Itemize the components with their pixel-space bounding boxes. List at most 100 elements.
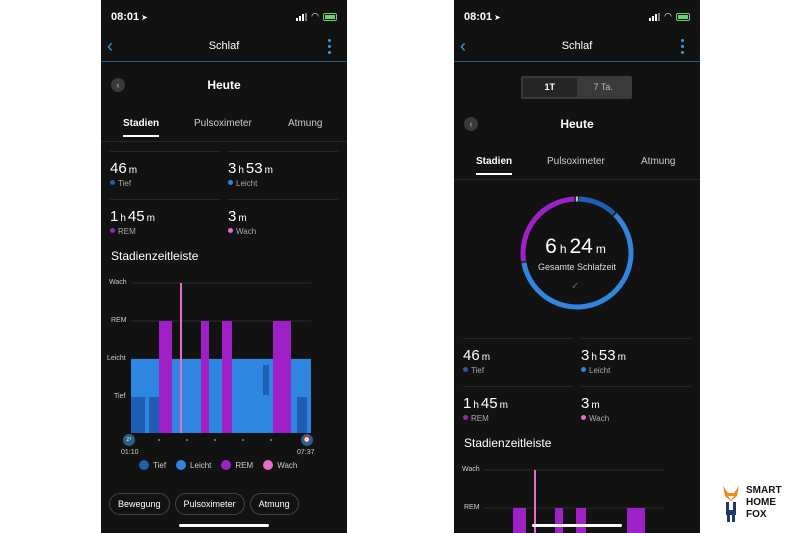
tab-pulsoximeter[interactable]: Pulsoximeter <box>194 118 252 129</box>
legend-tief: Tief <box>139 460 166 470</box>
timeline-legend: Tief Leicht REM Wach <box>139 460 297 470</box>
tief-dot <box>463 367 468 372</box>
atmung-button[interactable]: Atmung <box>249 493 299 515</box>
battery-icon <box>323 12 337 21</box>
signal-icon <box>296 12 308 21</box>
tief-dot <box>110 180 115 185</box>
tab-stadien[interactable]: Stadien <box>123 118 160 137</box>
fox-icon <box>723 486 739 522</box>
rem-segment <box>627 508 645 533</box>
tab-stadien[interactable]: Stadien <box>476 156 513 175</box>
day-title: Heute <box>560 117 594 131</box>
rem-segment <box>222 321 232 433</box>
range-option-1t[interactable]: 1T <box>523 78 577 97</box>
wifi-icon: ◠ <box>664 11 672 21</box>
legend-leicht: Leicht <box>176 460 211 470</box>
smarthomefox-logo: SMART HOME FOX <box>720 484 796 524</box>
stat-rem: 1 h 45 m REM <box>110 199 220 243</box>
status-time: 08:01 ➤ <box>464 11 501 23</box>
sleep-start-icon: zᶻ <box>123 434 135 446</box>
previous-day-button[interactable]: ‹ <box>111 78 125 92</box>
level-label-leicht: Leicht <box>107 355 126 362</box>
status-bar: 08:01 ➤ ◠ <box>454 0 700 34</box>
nav-title: Schlaf <box>208 40 240 52</box>
timeline-title: Stadienzeitleiste <box>111 249 199 263</box>
wach-segment <box>534 470 536 533</box>
home-indicator[interactable] <box>179 524 269 527</box>
rem-dot <box>110 228 115 233</box>
tab-bar: Stadien Pulsoximeter Atmung <box>454 156 700 180</box>
day-header: ‹ Heute <box>101 75 347 97</box>
leicht-arc <box>521 212 634 310</box>
tief-arc <box>578 196 616 216</box>
stat-rem: 1 h 45 m REM <box>463 386 573 430</box>
timeline-title: Stadienzeitleiste <box>464 436 552 450</box>
status-bar: 08:01 ➤ ◠ <box>101 0 347 34</box>
stage-timeline-chart-partial <box>484 469 664 533</box>
total-sleep-value: 6 h 24 m <box>545 235 606 258</box>
rem-segment <box>273 321 291 433</box>
tab-atmung[interactable]: Atmung <box>288 118 323 129</box>
metric-buttons: Bewegung Pulsoximeter Atmung <box>109 493 299 515</box>
nav-bar: ‹ Schlaf <box>101 34 347 62</box>
stat-leicht: 3 h 53 m Leicht <box>228 151 338 195</box>
more-menu-icon[interactable] <box>681 39 684 54</box>
more-menu-icon[interactable] <box>328 39 331 54</box>
level-label-tief: Tief <box>114 393 126 400</box>
day-header: ‹ Heute <box>454 114 700 136</box>
rem-dot <box>463 415 468 420</box>
alarm-icon: ⏰ <box>301 434 313 446</box>
tief-segment <box>149 397 159 433</box>
leicht-dot <box>581 367 586 372</box>
rem-segment <box>513 508 526 533</box>
phone-screen-right: 08:01 ➤ ◠ ‹ Schlaf 1T 7 Ta. ‹ Heute Stadi… <box>454 0 700 533</box>
home-indicator[interactable] <box>532 524 622 527</box>
wach-segment <box>180 283 182 433</box>
status-time: 08:01 ➤ <box>111 11 148 23</box>
level-label-wach: Wach <box>109 279 127 286</box>
nav-title: Schlaf <box>561 40 593 52</box>
end-time: 07:37 <box>297 449 315 456</box>
previous-day-button[interactable]: ‹ <box>464 117 478 131</box>
legend-wach: Wach <box>263 460 297 470</box>
tab-bar: Stadien Pulsoximeter Atmung <box>101 118 347 142</box>
tief-segment <box>131 397 145 433</box>
tab-atmung[interactable]: Atmung <box>641 156 676 167</box>
wach-dot <box>581 415 586 420</box>
stat-leicht: 3 h 53 m Leicht <box>581 338 691 382</box>
rem-segment <box>159 321 172 433</box>
back-button[interactable]: ‹ <box>107 36 113 56</box>
check-icon: ✓ <box>571 281 580 292</box>
rem-segment <box>201 321 209 433</box>
location-icon: ➤ <box>494 13 501 22</box>
day-title: Heute <box>207 78 241 92</box>
pulsoximeter-button[interactable]: Pulsoximeter <box>174 493 245 515</box>
stat-tief: 46 m Tief <box>463 338 573 382</box>
rem-segment <box>555 508 563 533</box>
rem-arc <box>520 196 575 262</box>
sleep-ring-chart <box>520 196 634 310</box>
signal-icon <box>649 12 661 21</box>
range-option-7ta[interactable]: 7 Ta. <box>593 82 613 92</box>
bewegung-button[interactable]: Bewegung <box>109 493 170 515</box>
wach-dot <box>228 228 233 233</box>
stage-timeline-chart <box>131 282 311 433</box>
nav-bar: ‹ Schlaf <box>454 34 700 62</box>
total-sleep-label: Gesamte Schlafzeit <box>537 262 617 272</box>
tab-pulsoximeter[interactable]: Pulsoximeter <box>547 156 605 167</box>
range-selector: 1T 7 Ta. <box>521 76 632 99</box>
tief-segment <box>297 397 307 433</box>
start-time: 01:10 <box>121 449 139 456</box>
back-button[interactable]: ‹ <box>460 36 466 56</box>
rem-segment <box>576 508 586 533</box>
level-label-wach: Wach <box>462 466 480 473</box>
leicht-dot <box>228 180 233 185</box>
level-label-rem: REM <box>464 504 480 511</box>
stat-tief: 46 m Tief <box>110 151 220 195</box>
legend-rem: REM <box>221 460 253 470</box>
level-label-rem: REM <box>111 317 127 324</box>
tief-segment <box>263 365 269 395</box>
wifi-icon: ◠ <box>311 11 319 21</box>
